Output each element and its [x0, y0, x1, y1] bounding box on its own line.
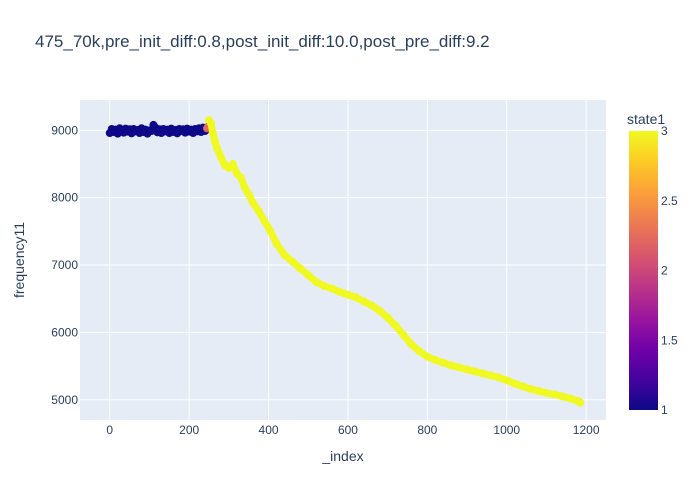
data-point-state-3 — [502, 376, 511, 385]
colorbar-tick-label: 3 — [661, 124, 668, 138]
points-layer — [105, 116, 585, 407]
x-tick-label: 1200 — [573, 423, 600, 437]
colorbar-title: state1 — [627, 111, 665, 127]
plot-background — [80, 100, 606, 420]
data-point-state-3 — [210, 137, 219, 146]
data-point-state-3 — [304, 271, 313, 280]
data-point-state-3 — [320, 281, 329, 290]
y-tick-label: 9000 — [51, 123, 78, 137]
colorbar-tick-label: 2.5 — [661, 194, 678, 208]
data-point-state-3 — [391, 321, 400, 330]
data-point-state-3 — [336, 288, 345, 296]
data-point-state-3 — [280, 250, 289, 259]
y-tick-label: 8000 — [51, 191, 78, 205]
data-point-state-3 — [534, 387, 543, 396]
data-point-state-3 — [518, 382, 527, 391]
x-tick-label: 400 — [259, 423, 279, 437]
data-point-state-3 — [510, 379, 519, 388]
data-point-state-3 — [244, 190, 253, 199]
y-tick-label: 6000 — [51, 325, 78, 339]
data-point-state-3 — [212, 143, 221, 152]
data-point-state-3 — [351, 293, 360, 302]
data-point-state-3 — [208, 129, 217, 138]
data-point-state-3 — [375, 306, 384, 315]
x-axis-title: _index — [321, 448, 363, 464]
data-point-state-3 — [296, 264, 305, 273]
x-tick-label: 800 — [417, 423, 437, 437]
data-point-state-3 — [526, 385, 535, 394]
colorbar-ticks: 1 1.5 2 2.5 3 — [661, 124, 678, 417]
x-tick-label: 200 — [179, 423, 199, 437]
data-point-state-3 — [455, 363, 464, 372]
data-point-state-3 — [260, 217, 269, 226]
data-point-state-3 — [288, 257, 297, 266]
data-point-state-3 — [207, 119, 216, 128]
x-tick-label: 1000 — [493, 423, 520, 437]
data-point-state-3 — [447, 361, 456, 370]
data-point-state-3 — [228, 160, 237, 168]
data-point-state-3 — [272, 239, 281, 248]
data-point-state-3 — [236, 173, 245, 182]
data-point-state-3 — [439, 358, 448, 367]
y-tick-label: 5000 — [51, 393, 78, 407]
x-tick-label: 600 — [338, 423, 358, 437]
data-point-state-3 — [415, 347, 424, 356]
data-point-state-3 — [576, 398, 585, 407]
colorbar-tick-label: 2 — [661, 264, 668, 278]
data-point-state-3 — [494, 373, 503, 382]
data-point-state-3 — [359, 297, 368, 306]
data-point-state-3 — [407, 340, 416, 349]
data-point-state-3 — [550, 390, 559, 399]
data-point-state-3 — [431, 356, 440, 365]
data-point-state-3 — [470, 367, 479, 376]
data-point-state-3 — [240, 183, 249, 192]
data-point-state-3 — [542, 389, 551, 398]
y-tick-label: 7000 — [51, 258, 78, 272]
data-point-state-3 — [216, 153, 225, 162]
data-point-state-3 — [423, 352, 432, 361]
data-point-state-3 — [383, 313, 392, 322]
colorbar — [629, 131, 658, 410]
data-point-state-3 — [254, 207, 263, 216]
data-point-state-3 — [399, 331, 408, 340]
tick-layer: 0 200 400 600 800 1000 1200 5000 6000 7000 8000 900… — [51, 123, 600, 437]
colorbar-tick-label: 1.5 — [661, 333, 678, 347]
data-point-state-3 — [463, 365, 472, 374]
chart-title: 475_70k,pre_init_diff:0.8,post_init_diff… — [35, 32, 490, 51]
data-point-state-3 — [248, 198, 257, 207]
data-point-state-3 — [558, 392, 567, 401]
data-point-state-3 — [478, 369, 487, 378]
data-point-state-3 — [266, 227, 275, 236]
data-point-state-3 — [312, 277, 321, 286]
x-tick-label: 0 — [106, 423, 113, 437]
data-point-state-3 — [566, 394, 575, 403]
colorbar-tick-label: 1 — [661, 403, 668, 417]
data-point-state-3 — [343, 290, 352, 299]
data-point-state-3 — [367, 301, 376, 310]
y-axis-title: frequency11 — [11, 222, 27, 298]
data-point-state-3 — [486, 371, 495, 380]
data-point-state-3 — [328, 284, 337, 293]
